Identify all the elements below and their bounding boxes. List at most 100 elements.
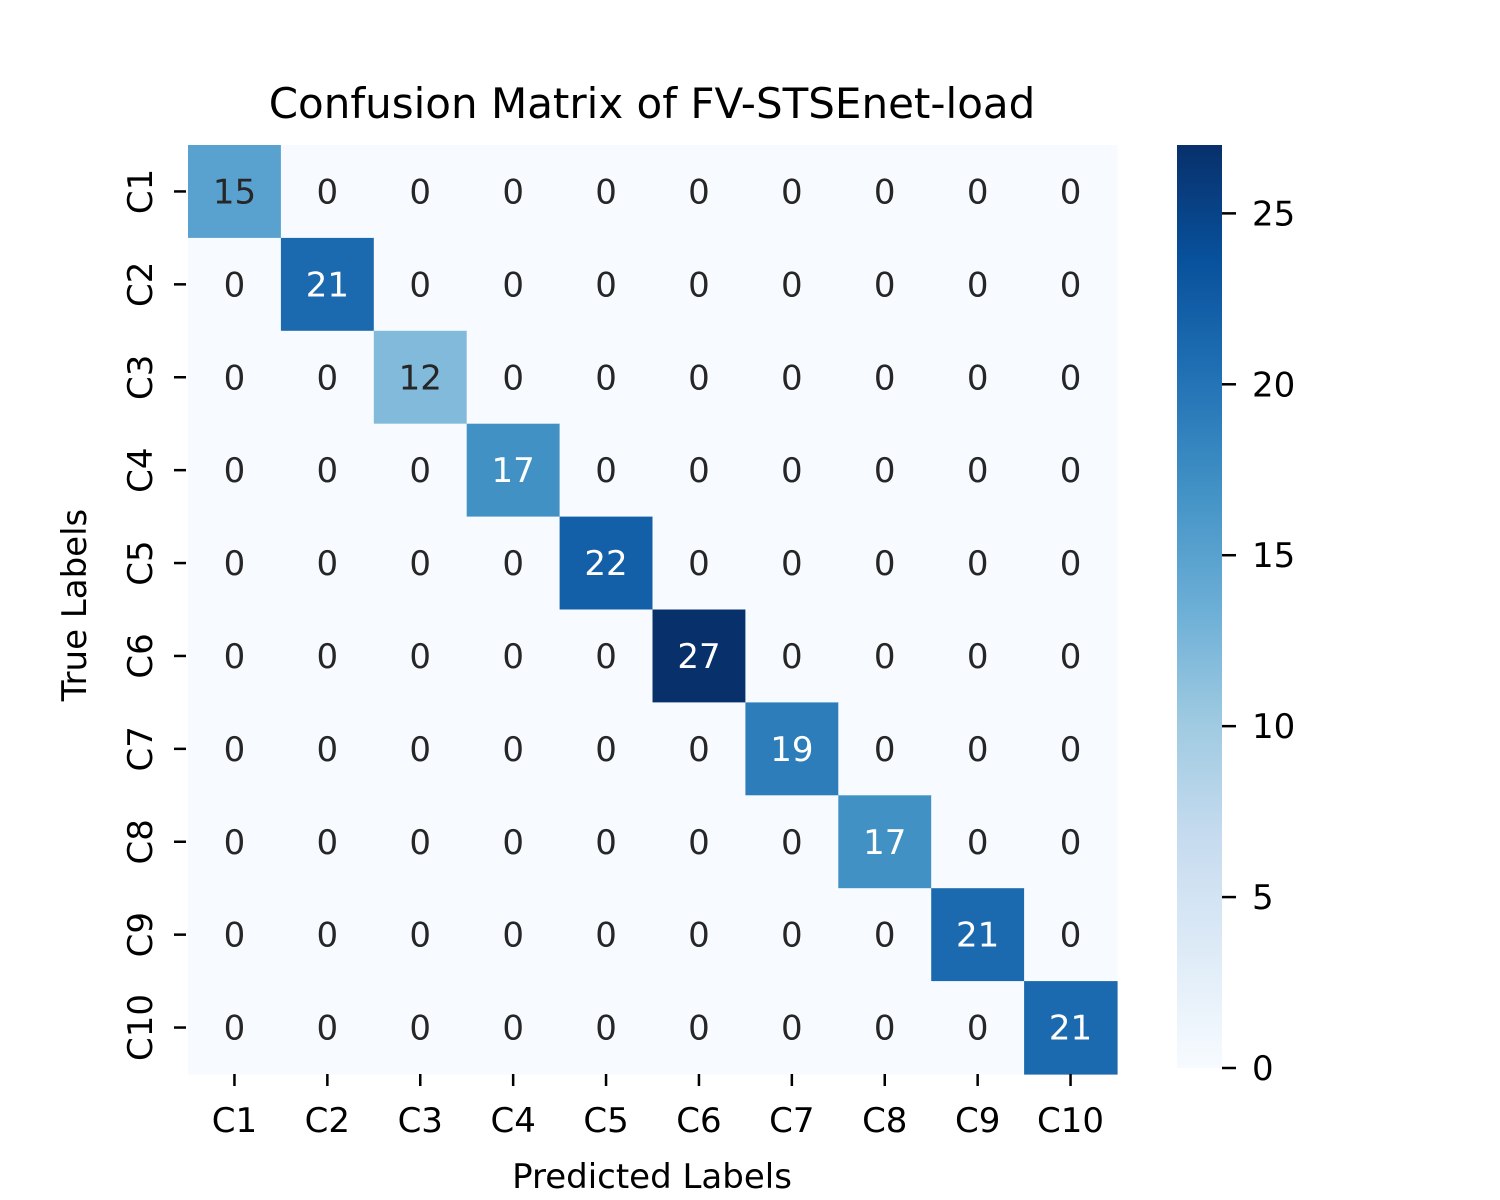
heatmap-cell: [745, 981, 839, 1075]
heatmap-cell: [559, 330, 654, 425]
heatmap-cell: [745, 888, 839, 982]
heatmap-cell: [373, 423, 468, 518]
y-tick-label: C10: [121, 994, 161, 1061]
cell-value-label: 17: [492, 451, 535, 491]
heatmap-cell: [838, 702, 932, 796]
y-tick-label: C9: [121, 912, 161, 957]
colorbar-tick-label: 10: [1252, 707, 1295, 747]
heatmap-cell: [466, 981, 561, 1075]
cell-value-label: 0: [688, 1009, 710, 1049]
cell-value-label: 0: [409, 544, 431, 584]
cell-value-label: 0: [688, 823, 710, 863]
y-tick-label: C4: [121, 447, 161, 492]
cell-value-label: 0: [409, 451, 431, 491]
cell-value-label: 0: [317, 544, 339, 584]
cell-value-label: 0: [595, 916, 617, 956]
heatmap-cell: [838, 145, 932, 239]
heatmap-cell: [188, 330, 282, 425]
cell-value-label: 0: [967, 265, 989, 305]
colorbar-ticks: 0 5 10 15 20 25: [1222, 194, 1295, 1089]
cell-value-label: 0: [781, 265, 803, 305]
y-tick-label: C2: [121, 262, 161, 307]
y-tick-label: C5: [121, 540, 161, 585]
cell-value-label: 0: [781, 544, 803, 584]
cell-value-label: 0: [874, 451, 896, 491]
cell-value-label: 0: [224, 637, 246, 677]
cell-value-label: 0: [1060, 916, 1082, 956]
cell-value-label: 0: [874, 544, 896, 584]
cell-value-label: 15: [213, 172, 256, 212]
heatmap-cell: [188, 888, 282, 982]
heatmap-cell: [559, 609, 654, 703]
cell-value-label: 0: [224, 265, 246, 305]
heatmap-cell: [188, 609, 282, 703]
heatmap-cell: [931, 888, 1025, 982]
heatmap-cell: [652, 795, 746, 889]
heatmap-cell: [559, 145, 654, 239]
cell-value-label: 0: [688, 916, 710, 956]
heatmap-cell: [280, 888, 375, 982]
heatmap-cell: [1024, 702, 1118, 796]
heatmap-cell: [931, 330, 1025, 425]
heatmap-cell: [188, 145, 282, 239]
heatmap-cell: [931, 981, 1025, 1075]
cell-value-label: 0: [874, 172, 896, 212]
heatmap-cell: [1024, 145, 1118, 239]
colorbar-tick-label: 0: [1252, 1049, 1274, 1089]
heatmap-cell: [280, 330, 375, 425]
cell-value-label: 0: [1060, 451, 1082, 491]
heatmap-cell: [466, 795, 561, 889]
cell-value-label: 0: [688, 544, 710, 584]
cell-value-label: 0: [224, 823, 246, 863]
cell-value-label: 0: [502, 544, 524, 584]
x-tick-label: C2: [305, 1101, 350, 1141]
cell-value-label: 0: [1060, 544, 1082, 584]
cell-value-label: 0: [409, 916, 431, 956]
cell-value-label: 0: [224, 1009, 246, 1049]
cell-value-label: 0: [595, 730, 617, 770]
heatmap-cell: [373, 330, 468, 425]
x-tick-label: C8: [862, 1101, 907, 1141]
heatmap-cell: [931, 237, 1025, 332]
cell-value-label: 0: [967, 451, 989, 491]
cell-value-label: 0: [224, 358, 246, 398]
heatmap-cell: [280, 702, 375, 796]
heatmap-cell: [559, 795, 654, 889]
heatmap-cell: [652, 702, 746, 796]
heatmap-cell: [373, 702, 468, 796]
cell-value-label: 0: [1060, 172, 1082, 212]
heatmap-cell: [838, 609, 932, 703]
heatmap-cell: [1024, 609, 1118, 703]
x-tick-label: C3: [398, 1101, 443, 1141]
heatmap-cell: [1024, 516, 1118, 611]
cell-value-label: 0: [224, 544, 246, 584]
heatmap-cell: [188, 981, 282, 1075]
cell-value-label: 0: [502, 1009, 524, 1049]
cell-value-label: 0: [967, 358, 989, 398]
cell-value-label: 0: [781, 1009, 803, 1049]
cell-value-label: 0: [1060, 358, 1082, 398]
heatmap-cell: [838, 981, 932, 1075]
cell-value-label: 0: [874, 1009, 896, 1049]
cell-value-label: 0: [502, 637, 524, 677]
cell-value-label: 0: [967, 544, 989, 584]
cell-value-label: 0: [317, 451, 339, 491]
heatmap-cell: [559, 702, 654, 796]
heatmap-cell: [373, 795, 468, 889]
heatmap-cell: [188, 423, 282, 518]
heatmap-cell: [838, 795, 932, 889]
cell-value-label: 0: [1060, 730, 1082, 770]
heatmap-cell: [466, 888, 561, 982]
cell-value-label: 0: [317, 637, 339, 677]
heatmap-cell: [559, 516, 654, 611]
cell-value-label: 0: [595, 451, 617, 491]
cell-value-label: 0: [502, 172, 524, 212]
heatmap-cell: [652, 888, 746, 982]
heatmap-cell: [652, 237, 746, 332]
heatmap-cell: [1024, 237, 1118, 332]
chart-title: Confusion Matrix of FV-STSEnet-load: [269, 79, 1036, 128]
cell-value-label: 0: [781, 637, 803, 677]
cell-value-label: 0: [502, 916, 524, 956]
cell-value-label: 0: [688, 172, 710, 212]
heatmap-cell: [838, 423, 932, 518]
